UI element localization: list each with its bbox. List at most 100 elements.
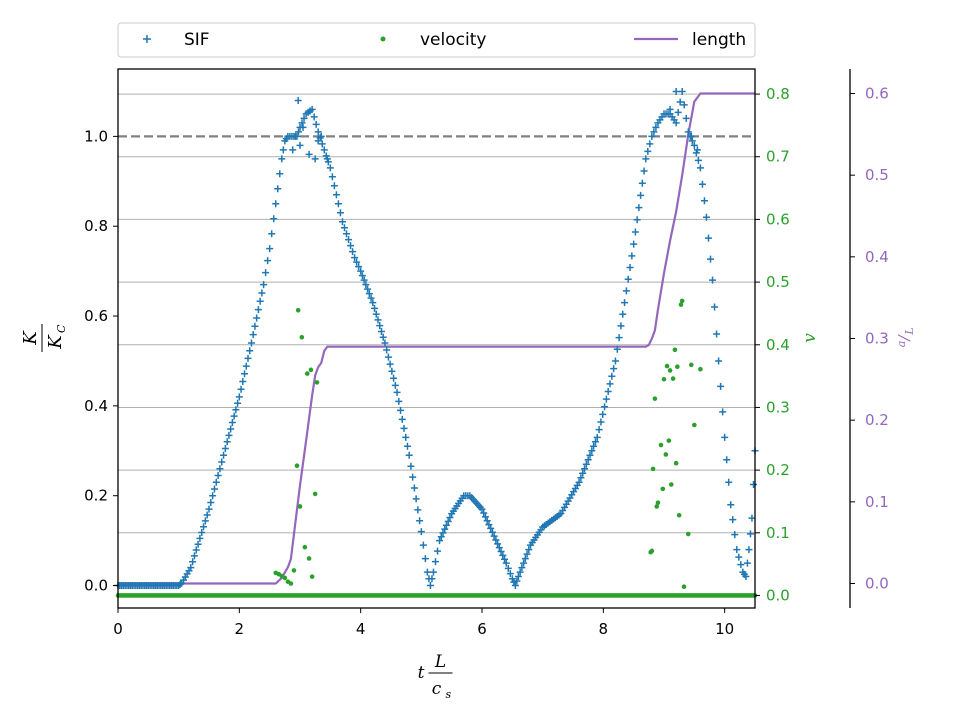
velocity-point xyxy=(658,442,664,448)
y-right1-tick-label: 0.3 xyxy=(766,398,790,416)
sif-point xyxy=(391,381,399,389)
sif-point xyxy=(234,399,242,407)
sif-point xyxy=(332,191,340,199)
sif-point xyxy=(256,297,264,305)
sif-point xyxy=(713,330,721,338)
sif-point xyxy=(340,224,348,232)
sif-point xyxy=(611,357,619,365)
sif-point xyxy=(480,509,488,517)
y-right1-label-text: v xyxy=(800,333,820,343)
x-label-var: t xyxy=(418,663,425,683)
sif-point xyxy=(725,478,733,486)
x-tick-label: 8 xyxy=(599,620,609,638)
sif-point xyxy=(384,353,392,361)
sif-point xyxy=(514,573,522,581)
sif-point xyxy=(615,334,623,342)
sif-point xyxy=(698,180,706,188)
sif-point xyxy=(635,204,643,212)
sif-point xyxy=(516,568,524,576)
sif-point xyxy=(499,551,507,559)
velocity-point xyxy=(654,504,660,509)
velocity-point xyxy=(664,363,670,369)
sif-point xyxy=(407,462,415,470)
sif-point xyxy=(688,137,696,145)
y-right2-tick-label: 0.1 xyxy=(865,493,889,511)
sif-point xyxy=(364,285,372,293)
sif-point xyxy=(442,521,450,529)
x-tick-label: 0 xyxy=(113,620,123,638)
sif-point xyxy=(638,179,646,187)
plot-frame xyxy=(117,68,756,609)
sif-point xyxy=(601,403,609,411)
sif-point xyxy=(504,564,512,572)
velocity-point xyxy=(291,568,297,573)
x-tick-label: 10 xyxy=(715,620,734,638)
velocity-point xyxy=(314,380,320,385)
y-left-label-den: K xyxy=(45,334,66,350)
sif-point xyxy=(276,170,284,178)
sif-point xyxy=(207,498,215,506)
sif-point xyxy=(176,580,184,588)
sif-point xyxy=(700,197,708,205)
sif-point xyxy=(323,155,331,163)
sif-point xyxy=(251,322,259,330)
sif-point xyxy=(652,123,660,131)
legend-label-sif: SIF xyxy=(184,30,210,50)
velocity-point xyxy=(306,556,312,561)
x-label-num: L xyxy=(434,652,446,672)
sif-point xyxy=(294,96,302,104)
sif-point xyxy=(729,516,737,524)
sif-point xyxy=(201,517,209,525)
sif-point xyxy=(591,438,599,446)
sif-point xyxy=(268,230,276,238)
sif-point xyxy=(525,546,533,554)
sif-point xyxy=(266,245,274,253)
sif-point xyxy=(414,506,422,514)
sif-point xyxy=(312,120,320,128)
sif-point xyxy=(717,382,725,390)
sif-point xyxy=(678,87,686,95)
sif-point xyxy=(376,322,384,330)
sif-point xyxy=(581,465,589,473)
y-left-tick-label: 0.6 xyxy=(84,307,108,325)
sif-point xyxy=(196,534,204,542)
sif-point xyxy=(441,525,449,533)
sif-point xyxy=(599,410,607,418)
velocity-point xyxy=(698,366,703,372)
sif-point xyxy=(298,119,306,127)
axes: 0 2 4 6 8 10 0.0 0.2 0.4 0.6 0.8 1.0 0.0 0.1 0.2 0.3 0.4… xyxy=(84,69,889,638)
sif-point xyxy=(439,529,447,537)
sif-point xyxy=(192,546,200,554)
sif-point xyxy=(336,209,344,217)
sif-point xyxy=(338,218,346,226)
sif-point xyxy=(228,419,236,427)
x-label-den: c xyxy=(432,679,442,699)
sif-point xyxy=(646,140,654,148)
sif-point xyxy=(310,113,318,121)
sif-point xyxy=(748,514,756,522)
sif-point xyxy=(293,132,301,140)
sif-point xyxy=(676,98,684,106)
sif-point xyxy=(577,474,585,482)
sif-point xyxy=(223,438,231,446)
y-right2-tick-label: 0.6 xyxy=(865,85,889,103)
sif-point xyxy=(200,523,208,531)
sif-point xyxy=(666,105,674,113)
sif-point xyxy=(487,524,495,532)
sif-point xyxy=(419,541,427,549)
sif-point xyxy=(242,362,250,370)
sif-point xyxy=(246,347,254,355)
sif-point xyxy=(709,276,717,284)
sif-point xyxy=(230,412,238,420)
velocity-point xyxy=(668,482,674,487)
sif-point xyxy=(349,248,357,256)
sif-point xyxy=(672,87,680,95)
y-right2-tick-label: 0.3 xyxy=(865,330,889,348)
y-right1-label: v xyxy=(800,333,820,343)
sif-point xyxy=(377,327,385,335)
sif-point xyxy=(320,146,328,154)
y-left-tick-label: 0.4 xyxy=(84,397,108,415)
sif-point xyxy=(187,564,195,572)
